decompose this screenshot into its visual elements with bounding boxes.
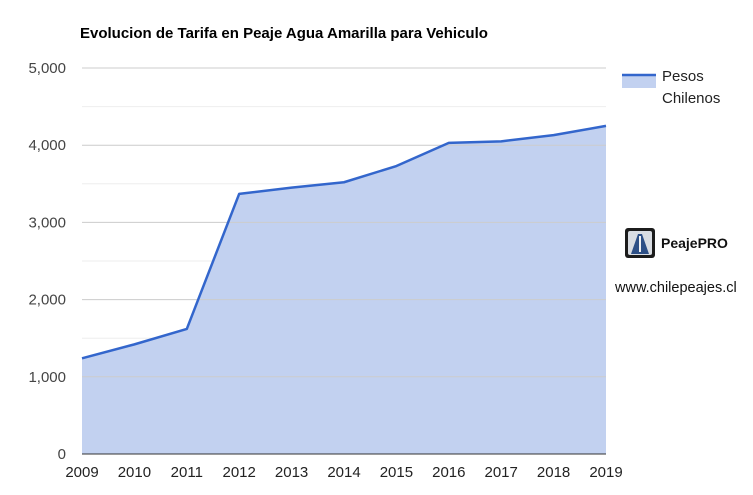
logo-text: PeajePRO: [661, 235, 728, 251]
x-tick-label: 2013: [275, 464, 308, 481]
legend-label-line-2: Chilenos: [662, 90, 720, 107]
major-gridlines: [82, 67, 606, 455]
peajepro-logo: PeajePRO: [625, 228, 728, 258]
legend-label-line-1: Pesos: [662, 68, 704, 85]
y-tick-label: 5,000: [28, 60, 66, 77]
x-tick-label: 2014: [327, 464, 360, 481]
y-tick-label: 0: [58, 446, 66, 463]
x-axis-ticks: 2009 2010 2011 2012 2013 2014 2015 2016 2017 2018…: [65, 464, 622, 481]
x-tick-label: 2011: [171, 464, 203, 481]
legend: Pesos Chilenos: [622, 68, 720, 107]
x-tick-label: 2009: [65, 464, 98, 481]
x-tick-label: 2018: [537, 464, 570, 481]
x-tick-label: 2015: [380, 464, 413, 481]
y-tick-label: 3,000: [28, 214, 66, 231]
site-url: www.chilepeajes.cl: [614, 280, 737, 296]
y-tick-label: 2,000: [28, 292, 66, 309]
series-line: [81, 124, 607, 360]
y-tick-label: 4,000: [28, 137, 66, 154]
x-tick-label: 2010: [118, 464, 151, 481]
x-tick-label: 2016: [432, 464, 465, 481]
legend-swatch: [622, 74, 656, 88]
x-tick-label: 2012: [223, 464, 256, 481]
chart-title: Evolucion de Tarifa en Peaje Agua Amaril…: [80, 25, 488, 42]
x-tick-label: 2017: [485, 464, 518, 481]
y-tick-label: 1,000: [28, 369, 66, 386]
y-axis-ticks: 0 1,000 2,000 3,000 4,000 5,000: [28, 60, 66, 463]
series-area-fill: [82, 125, 606, 455]
x-tick-label: 2019: [589, 464, 622, 481]
